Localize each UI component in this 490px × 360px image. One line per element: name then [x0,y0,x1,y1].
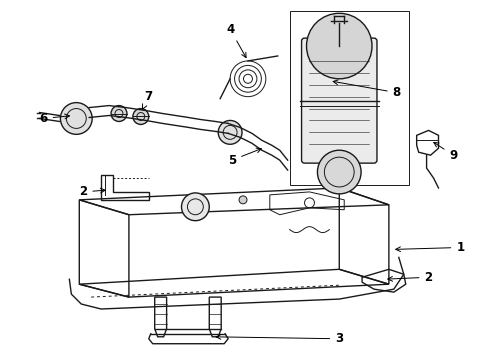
Circle shape [239,196,247,204]
Text: 8: 8 [333,80,401,99]
FancyBboxPatch shape [301,38,377,163]
Circle shape [218,121,242,144]
Circle shape [111,105,127,121]
Text: 4: 4 [226,23,246,58]
Circle shape [318,150,361,194]
Text: 1: 1 [396,241,465,254]
Text: 2: 2 [79,185,105,198]
Text: 6: 6 [39,112,70,125]
Text: 3: 3 [216,332,343,345]
Circle shape [307,13,372,79]
Circle shape [133,109,149,125]
Circle shape [181,193,209,221]
Text: 5: 5 [228,148,261,167]
Text: 7: 7 [143,90,153,109]
Bar [290,11,409,185]
Circle shape [60,103,92,134]
Text: 2: 2 [388,271,433,284]
Text: 9: 9 [434,143,458,162]
